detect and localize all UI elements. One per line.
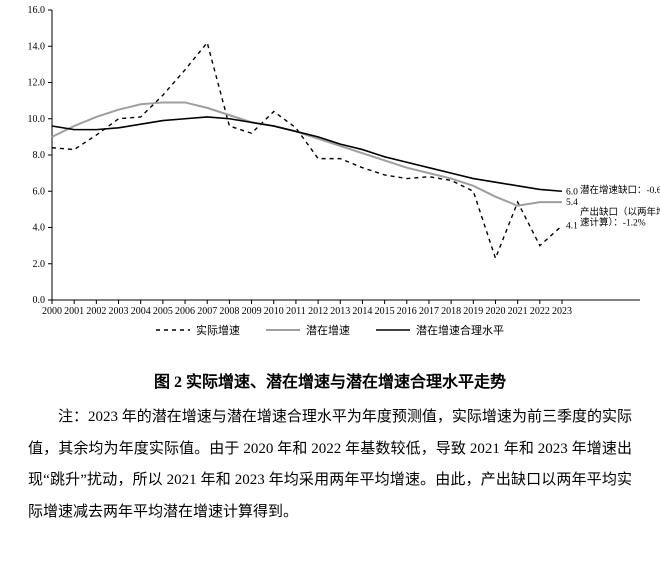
svg-text:2018: 2018	[441, 306, 461, 317]
svg-text:2003: 2003	[109, 306, 129, 317]
svg-text:2007: 2007	[197, 306, 217, 317]
svg-text:6.0: 6.0	[33, 186, 46, 197]
figure-note: 注：2023 年的潜在增速与潜在增速合理水平为年度预测值，实际增速为前三季度的实…	[0, 402, 660, 538]
svg-text:2012: 2012	[308, 306, 328, 317]
svg-text:2020: 2020	[485, 306, 505, 317]
svg-text:2013: 2013	[330, 306, 350, 317]
svg-text:12.0: 12.0	[28, 78, 46, 89]
svg-text:2015: 2015	[375, 306, 395, 317]
series-potential-end-label: 5.4	[566, 198, 578, 208]
legend-label-reasonable: 潜在增速合理水平	[416, 323, 504, 337]
svg-text:2017: 2017	[419, 306, 439, 317]
svg-text:0.0: 0.0	[33, 295, 46, 306]
svg-text:2002: 2002	[86, 306, 106, 317]
svg-text:14.0: 14.0	[28, 41, 46, 52]
svg-text:2005: 2005	[153, 306, 173, 317]
svg-text:2014: 2014	[352, 306, 372, 317]
annotation-2: 速计算）：-1.2%	[580, 217, 646, 229]
svg-text:2023: 2023	[552, 306, 572, 317]
chart-container: 0.02.04.06.08.010.012.014.016.0200020012…	[0, 0, 660, 360]
svg-text:16.0: 16.0	[28, 5, 46, 16]
svg-text:2021: 2021	[508, 306, 528, 317]
svg-text:2000: 2000	[42, 306, 62, 317]
svg-text:2004: 2004	[131, 306, 151, 317]
svg-text:2008: 2008	[219, 306, 239, 317]
svg-text:2009: 2009	[242, 306, 262, 317]
legend-label-actual: 实际增速	[196, 323, 240, 337]
svg-text:2010: 2010	[264, 306, 284, 317]
svg-text:2016: 2016	[397, 306, 417, 317]
line-chart: 0.02.04.06.08.010.012.014.016.0200020012…	[0, 0, 660, 360]
svg-text:4.0: 4.0	[33, 223, 46, 234]
figure-caption: 图 2 实际增速、潜在增速与潜在增速合理水平走势	[0, 368, 660, 392]
svg-text:2022: 2022	[530, 306, 550, 317]
svg-text:2.0: 2.0	[33, 259, 46, 270]
svg-text:2011: 2011	[286, 306, 306, 317]
svg-text:8.0: 8.0	[33, 150, 46, 161]
series-actual-end-label: 4.1	[566, 222, 578, 232]
svg-text:2019: 2019	[463, 306, 483, 317]
legend-label-potential: 潜在增速	[306, 323, 350, 337]
svg-text:2001: 2001	[64, 306, 84, 317]
annotation-0: 潜在增速缺口：-0.6%	[580, 184, 660, 196]
svg-text:2006: 2006	[175, 306, 195, 317]
svg-text:10.0: 10.0	[28, 114, 46, 125]
annotation-1: 产出缺口（以两年增	[580, 206, 660, 218]
series-reasonable-end-label: 6.0	[566, 187, 578, 197]
